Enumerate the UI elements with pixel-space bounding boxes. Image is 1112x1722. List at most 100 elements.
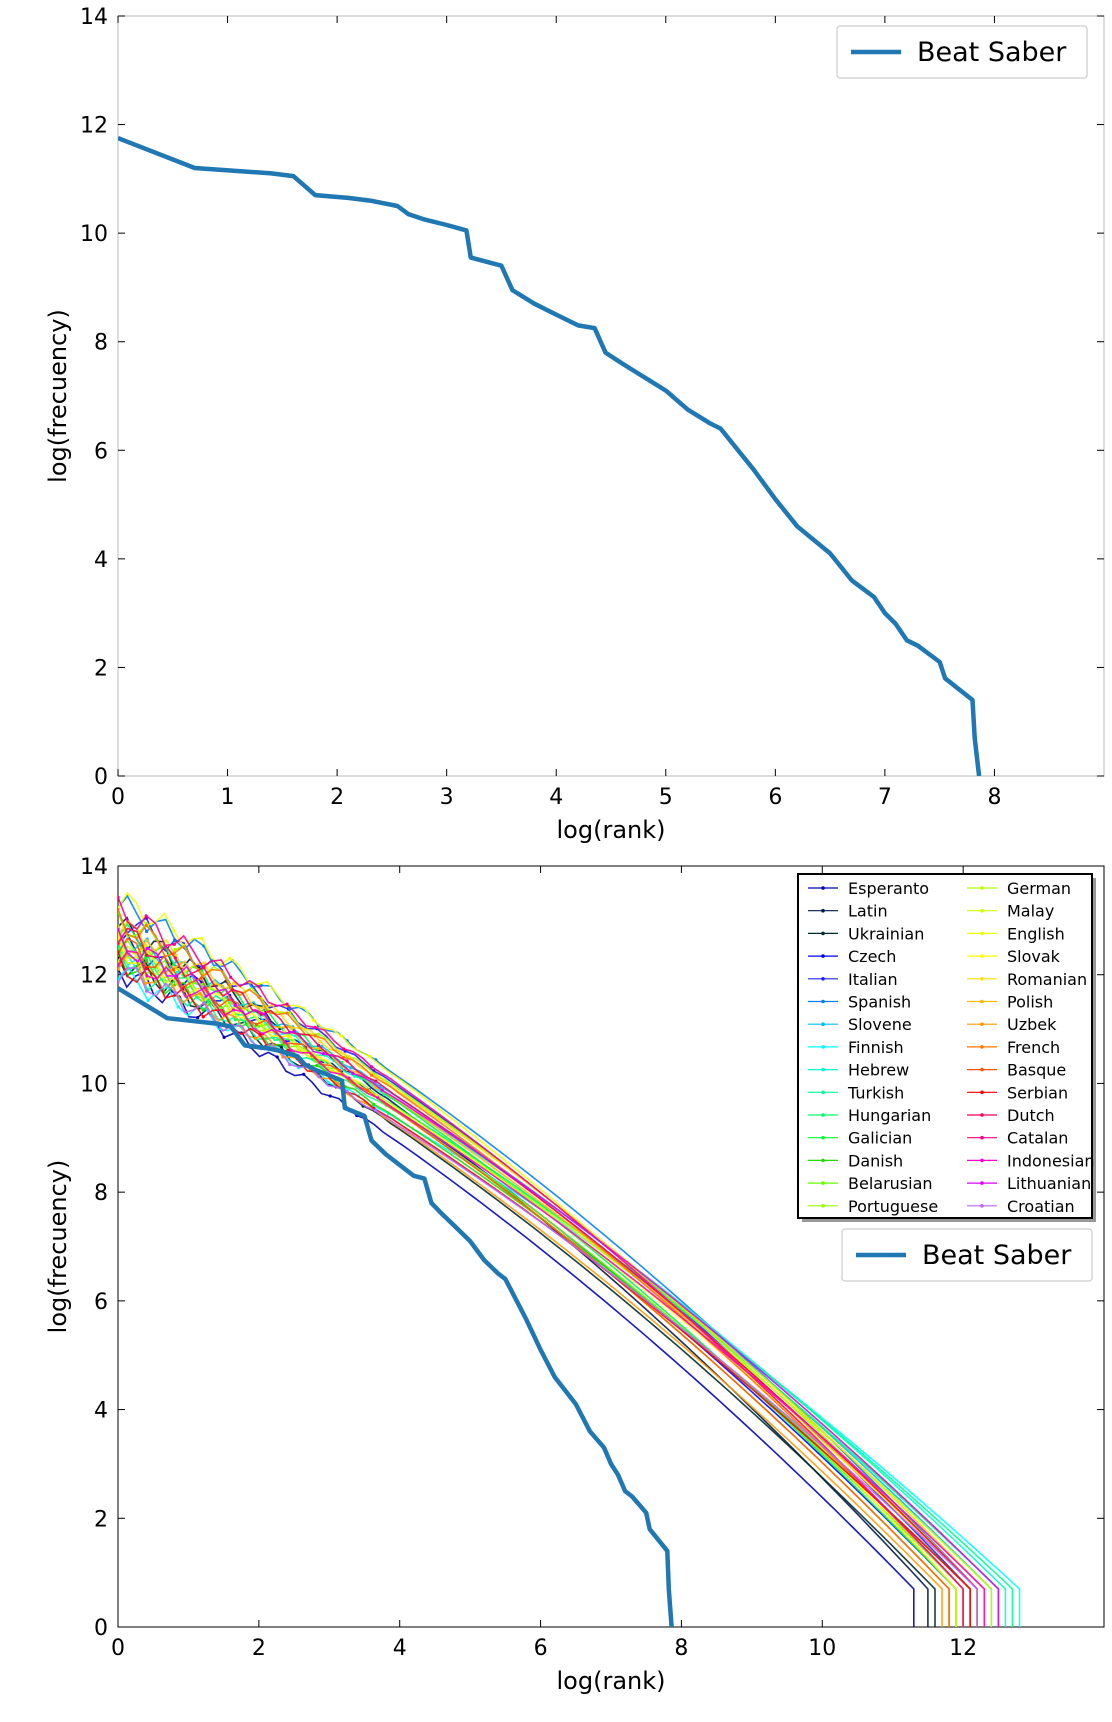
legend-marker-romanian bbox=[980, 977, 984, 981]
language-point bbox=[316, 1046, 321, 1051]
language-point bbox=[326, 1080, 330, 1084]
language-point bbox=[260, 1032, 264, 1036]
language-point bbox=[288, 1011, 292, 1015]
legend-marker-polish bbox=[980, 999, 984, 1004]
legend-marker-italian bbox=[821, 977, 825, 981]
legend-box-beat-saber bbox=[836, 25, 1088, 79]
language-line-english bbox=[118, 891, 957, 1627]
language-point bbox=[173, 991, 177, 995]
x-tick-label: 4 bbox=[549, 785, 563, 810]
legend-marker-galician bbox=[821, 1135, 825, 1140]
chart-top: 0 1 2 3 4 5 6 7 802468101214log(rank)log(frecuen… bbox=[44, 5, 1105, 844]
series-line-beat-saber bbox=[118, 986, 674, 1627]
language-point bbox=[172, 929, 176, 933]
y-tick-label: 12 bbox=[80, 964, 108, 989]
language-point bbox=[351, 1071, 355, 1075]
language-point bbox=[285, 1011, 289, 1015]
language-line-esperanto bbox=[118, 968, 915, 1627]
legend-marker-lithuanian bbox=[980, 1181, 984, 1185]
legend-marker-hebrew bbox=[821, 1067, 825, 1072]
language-point bbox=[347, 1076, 351, 1080]
language-point bbox=[289, 1048, 293, 1053]
legend-marker-slovak bbox=[980, 954, 984, 958]
language-point bbox=[118, 950, 120, 954]
language-point bbox=[376, 1075, 380, 1079]
language-point bbox=[176, 1005, 180, 1009]
language-legend-box bbox=[797, 873, 1093, 1219]
legend-label-galician: Galician bbox=[848, 1129, 912, 1148]
legend-label-uzbek: Uzbek bbox=[1007, 1015, 1057, 1034]
x-tick-label: 8 bbox=[674, 1636, 688, 1661]
legend-marker-english bbox=[980, 931, 984, 936]
language-point bbox=[171, 984, 175, 988]
language-point bbox=[374, 1079, 378, 1083]
language-point bbox=[369, 1065, 374, 1069]
x-tick-label: 7 bbox=[878, 785, 892, 810]
language-point bbox=[173, 965, 177, 970]
plot-lines bbox=[118, 136, 982, 776]
legend-marker-danish bbox=[821, 1158, 825, 1163]
language-point bbox=[263, 1012, 267, 1016]
language-point bbox=[292, 1029, 296, 1033]
legend-label-latin: Latin bbox=[848, 902, 888, 921]
language-point bbox=[345, 1089, 349, 1093]
language-point bbox=[222, 1035, 226, 1039]
x-tick-label: 10 bbox=[808, 1636, 836, 1661]
plot-lines bbox=[118, 891, 1021, 1627]
y-tick-label: 2 bbox=[94, 656, 108, 681]
language-point bbox=[199, 976, 203, 980]
language-point bbox=[118, 959, 120, 963]
language-point bbox=[369, 1073, 374, 1077]
language-point bbox=[145, 977, 149, 981]
language-point bbox=[200, 936, 204, 940]
x-tick-label: 3 bbox=[440, 785, 454, 810]
legend-label-malay: Malay bbox=[1007, 902, 1054, 921]
y-tick-label: 10 bbox=[80, 222, 108, 247]
language-point bbox=[257, 995, 261, 999]
language-point bbox=[279, 1045, 283, 1049]
legend-label-beat-saber: Beat Saber bbox=[917, 37, 1067, 68]
y-tick-label: 4 bbox=[94, 1399, 108, 1424]
legend-marker-dutch bbox=[980, 1113, 984, 1117]
language-point bbox=[200, 965, 205, 969]
y-tick-label: 8 bbox=[94, 331, 108, 356]
x-tick-label: 0 bbox=[111, 1636, 125, 1661]
chart-bottom: 0 2 4 6 8 10 12 0 2 4 6 8 10 12 14 log(rank) log(frecuen… bbox=[44, 855, 1105, 1695]
legend-marker-indonesian bbox=[980, 1158, 984, 1163]
x-tick-label: 1 bbox=[221, 785, 235, 810]
language-point bbox=[175, 974, 179, 978]
legend-label-italian: Italian bbox=[848, 970, 898, 989]
legend-label-turkish: Turkish bbox=[847, 1083, 904, 1102]
language-point bbox=[173, 947, 177, 951]
language-point bbox=[145, 929, 149, 934]
y-tick-label: 0 bbox=[94, 1616, 108, 1641]
legend-label-lithuanian: Lithuanian bbox=[1007, 1174, 1091, 1193]
language-point bbox=[118, 907, 120, 911]
language-point bbox=[312, 1018, 316, 1023]
language-point bbox=[380, 1088, 384, 1092]
language-point bbox=[143, 981, 148, 986]
language-point bbox=[198, 991, 202, 996]
language-line-indonesian bbox=[118, 950, 986, 1627]
legend-label-slovak: Slovak bbox=[1007, 947, 1061, 966]
language-point bbox=[339, 1034, 344, 1038]
language-point bbox=[174, 953, 178, 958]
legend-label-romanian: Romanian bbox=[1007, 970, 1087, 989]
language-point bbox=[338, 1068, 342, 1072]
language-point bbox=[321, 1052, 325, 1056]
language-point bbox=[231, 1012, 235, 1016]
legend-marker-latin bbox=[821, 908, 825, 913]
x-tick-label: 6 bbox=[768, 785, 782, 810]
x-tick-label: 2 bbox=[252, 1636, 266, 1661]
legend-marker-croatian bbox=[980, 1204, 984, 1208]
language-point bbox=[316, 1032, 321, 1036]
language-point bbox=[118, 963, 120, 968]
language-point bbox=[233, 1003, 237, 1008]
language-point bbox=[118, 945, 120, 949]
language-line-basque bbox=[118, 937, 950, 1627]
y-tick-label: 8 bbox=[94, 1181, 108, 1206]
y-tick-label: 4 bbox=[94, 548, 108, 573]
legend-label-basque: Basque bbox=[1007, 1061, 1066, 1080]
y-tick-label: 10 bbox=[80, 1072, 108, 1097]
language-point bbox=[347, 1055, 351, 1059]
